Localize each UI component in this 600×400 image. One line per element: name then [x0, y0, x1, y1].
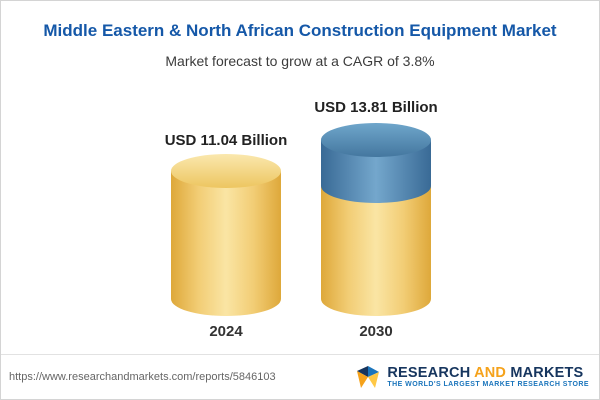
logo-name-and: AND [474, 364, 507, 381]
category-label-2024: 2024 [209, 323, 243, 340]
bar-2030-cylinder [321, 123, 431, 317]
logo-name-markets: MARKETS [510, 364, 584, 381]
bar-2024-cylinder [171, 154, 281, 317]
logo-text: RESEARCH AND MARKETS THE WORLD'S LARGEST… [387, 365, 589, 390]
researchandmarkets-logo: RESEARCH AND MARKETS THE WORLD'S LARGEST… [355, 365, 589, 390]
chart-subtitle: Market forecast to grow at a CAGR of 3.8… [165, 53, 435, 69]
report-url-link[interactable]: https://www.researchandmarkets.com/repor… [9, 371, 276, 383]
value-label-2024: USD 11.04 Billion [164, 132, 288, 149]
chart-title: Middle Eastern & North African Construct… [43, 21, 557, 40]
category-label-2030: 2030 [359, 323, 393, 340]
logo-tagline: THE WORLD'S LARGEST MARKET RESEARCH STOR… [387, 381, 589, 389]
value-label-2030: USD 13.81 Billion [314, 99, 438, 116]
footer-bar: https://www.researchandmarkets.com/repor… [1, 354, 599, 399]
researchandmarkets-logo-icon [355, 365, 381, 389]
logo-name-research: RESEARCH [387, 364, 471, 381]
logo-name: RESEARCH AND MARKETS [387, 365, 589, 382]
